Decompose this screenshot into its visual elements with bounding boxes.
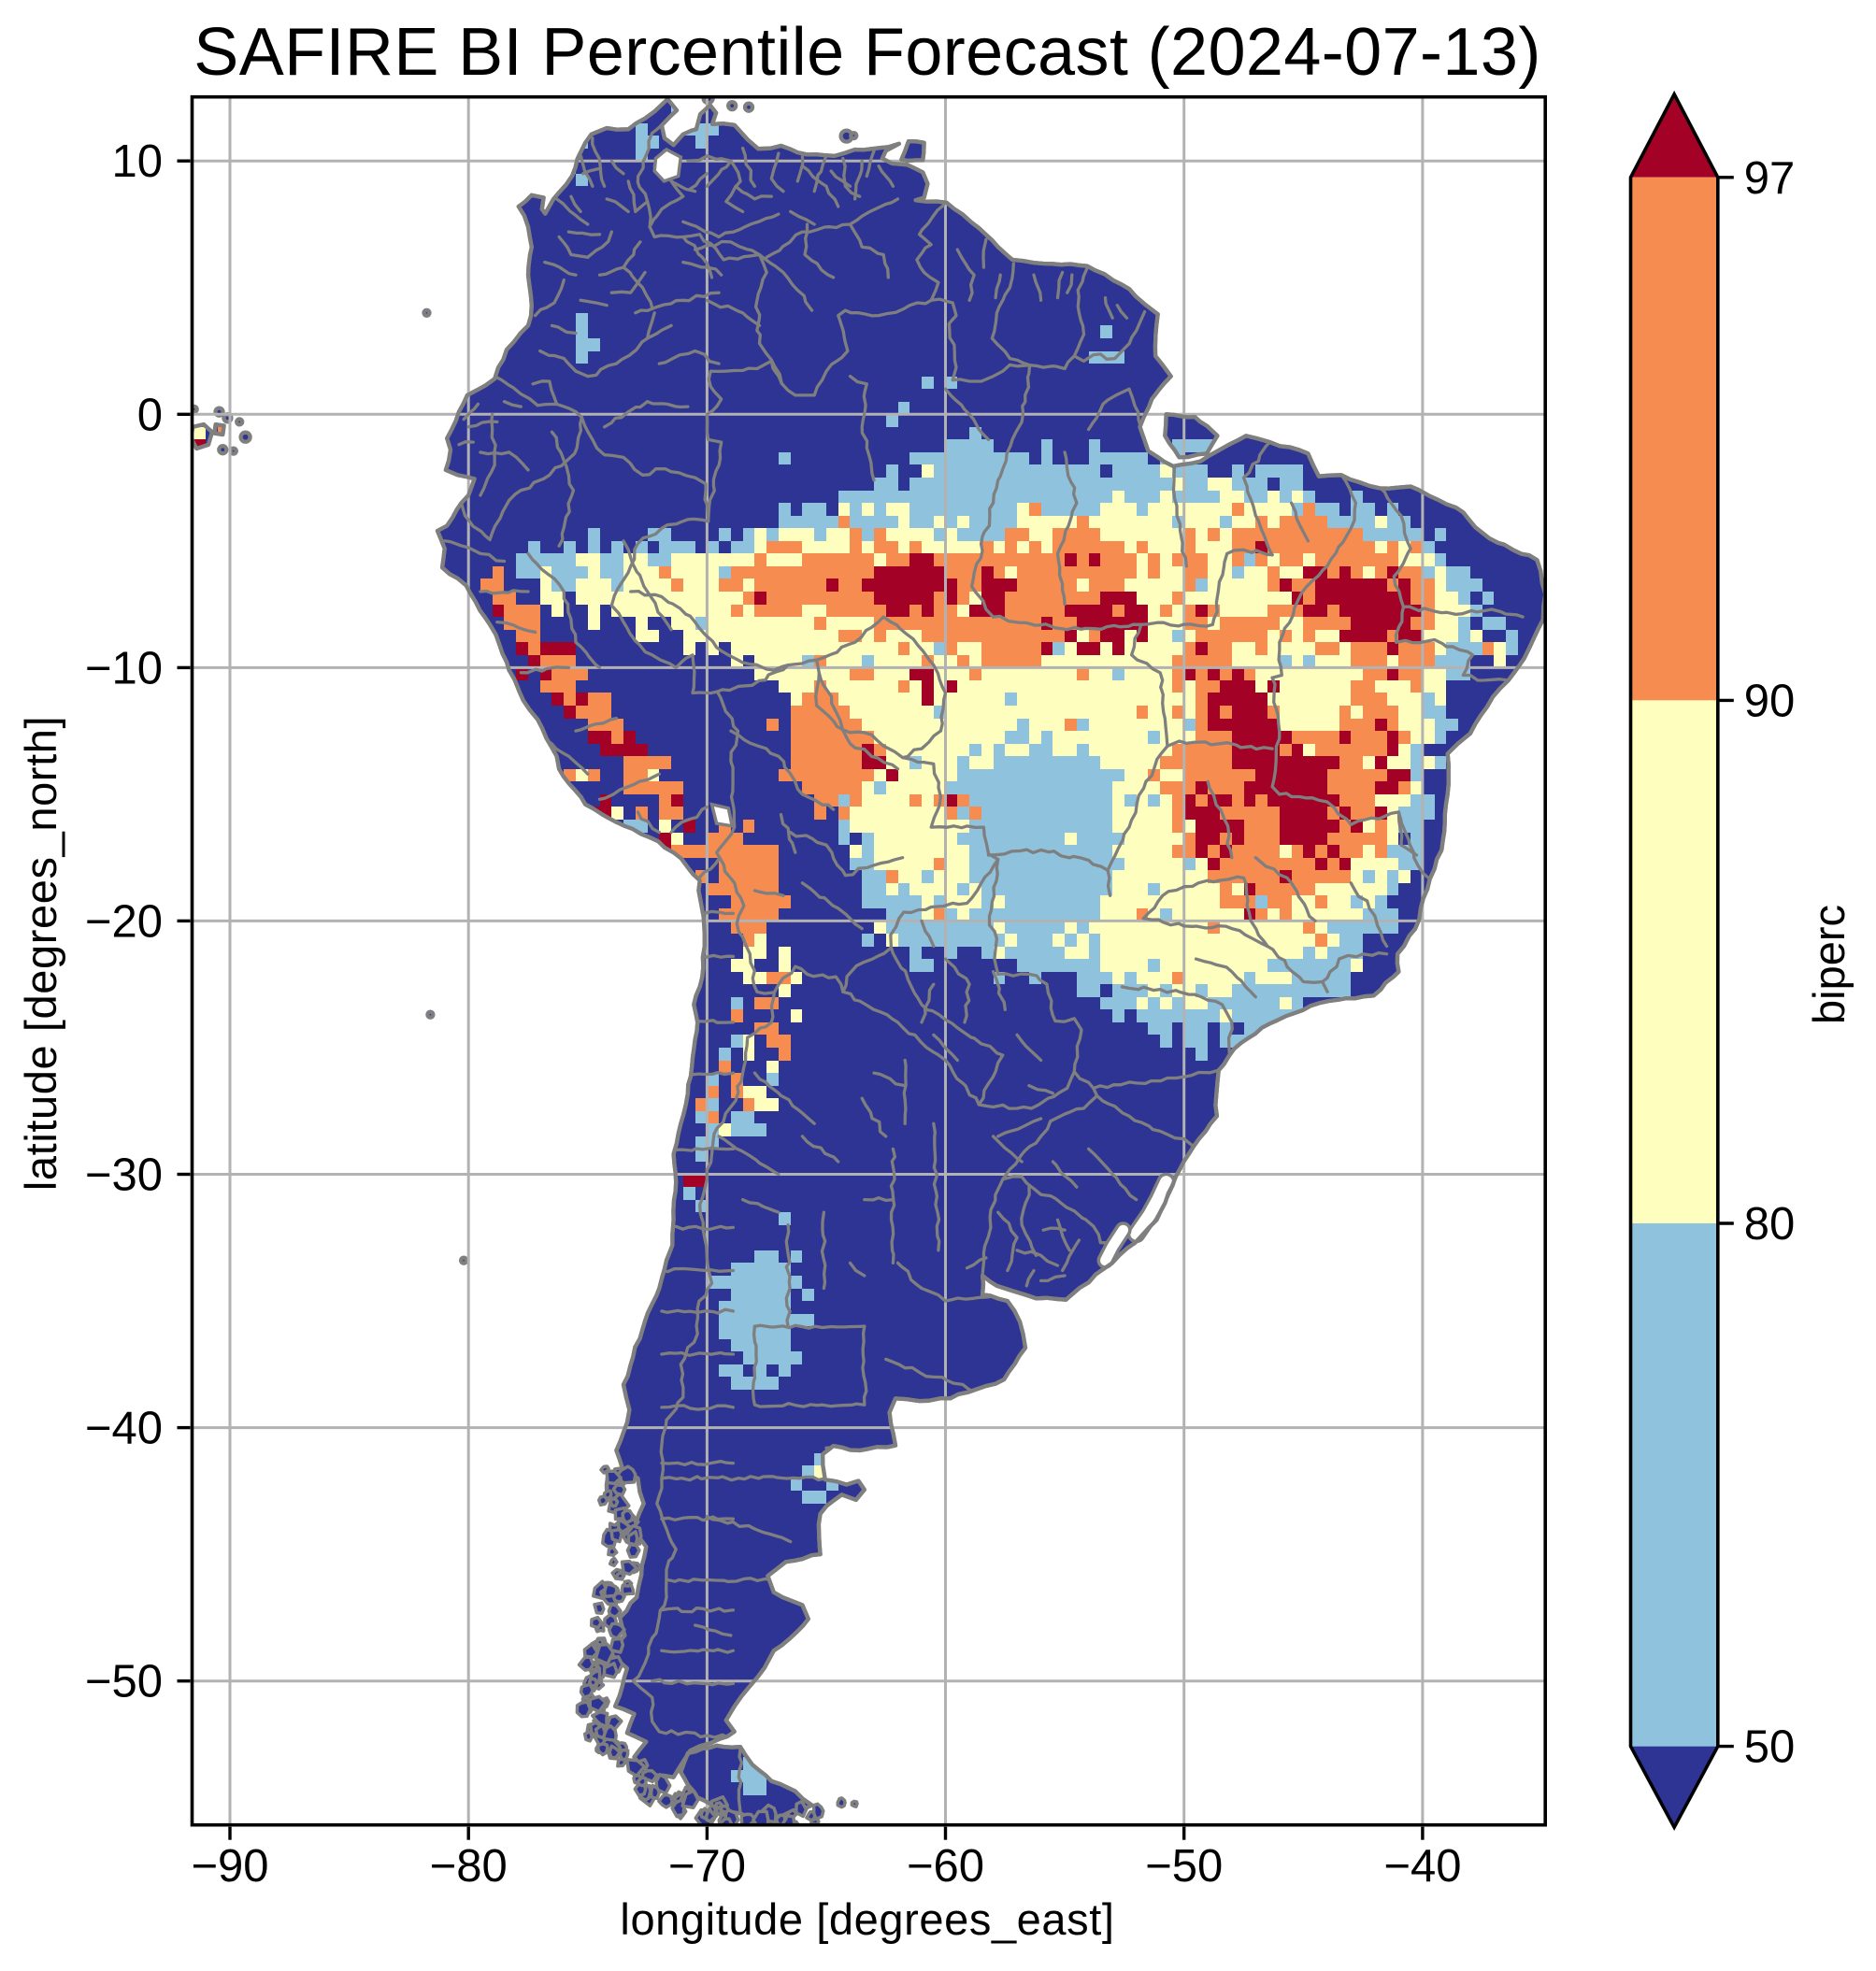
svg-text:longitude [degrees_east]: longitude [degrees_east] [620,1894,1114,1944]
svg-text:−40: −40 [1383,1841,1461,1892]
svg-text:80: 80 [1744,1199,1796,1250]
svg-text:−60: −60 [907,1841,984,1892]
svg-text:50: 50 [1744,1722,1796,1773]
svg-text:97: 97 [1744,153,1796,204]
svg-text:−30: −30 [85,1150,163,1201]
svg-text:−50: −50 [1145,1841,1223,1892]
svg-text:biperc: biperc [1804,905,1854,1024]
svg-text:−10: −10 [85,643,163,693]
svg-text:−20: −20 [85,896,163,947]
svg-text:latitude [degrees_north]: latitude [degrees_north] [16,716,65,1191]
svg-text:−40: −40 [85,1404,163,1454]
svg-text:−50: −50 [85,1657,163,1707]
svg-text:−70: −70 [668,1841,746,1892]
svg-text:0: 0 [137,390,163,440]
svg-text:90: 90 [1744,676,1796,726]
svg-text:−80: −80 [430,1841,508,1892]
svg-text:SAFIRE BI Percentile Forecast: SAFIRE BI Percentile Forecast (2024-07-1… [193,15,1540,90]
svg-text:10: 10 [111,136,163,187]
svg-text:−90: −90 [191,1841,268,1892]
